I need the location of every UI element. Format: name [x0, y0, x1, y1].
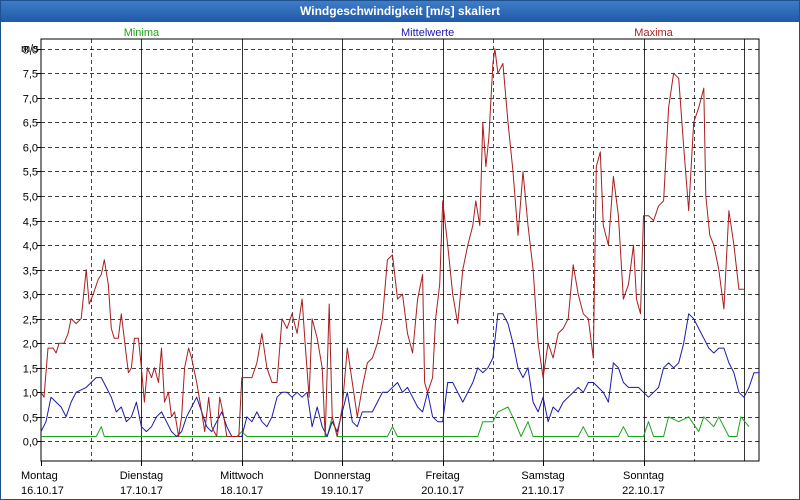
x-tick-day-label: Mittwoch: [220, 470, 263, 482]
y-tick-label: 0,5: [23, 413, 38, 425]
labels: 0,0 0,5 1,0 1,5 2,0 2,5 3,0 3,5 4,0 4,5 5,0 5,5 6,0 6…: [21, 27, 674, 497]
y-tick-label: 4,0: [23, 241, 38, 253]
y-tick-label: 1,0: [23, 388, 38, 400]
y-tick-label: 8,0: [23, 45, 38, 57]
y-tick-label: 3,5: [23, 266, 38, 278]
x-tick-date-label: 19.10.17: [321, 485, 364, 497]
y-tick-label: 5,0: [23, 192, 38, 204]
y-tick-label: 1,5: [23, 364, 38, 376]
y-tick-label: 0,0: [23, 437, 38, 449]
y-tick-label: 2,5: [23, 315, 38, 327]
x-tick-day-label: Samstag: [521, 470, 564, 482]
x-tick-date-label: 18.10.17: [220, 485, 263, 497]
legend-maxima: Maxima: [634, 27, 673, 39]
y-tick-label: 7,0: [23, 94, 38, 106]
x-tick-day-label: Donnerstag: [314, 470, 371, 482]
plot-area: [40, 38, 760, 462]
x-tick-date-label: 22.10.17: [622, 485, 665, 497]
x-tick-date-label: 16.10.17: [21, 485, 64, 497]
series-lines: [40, 48, 759, 437]
x-tick-day-label: Sonntag: [623, 470, 664, 482]
y-tick-label: 7,5: [23, 69, 38, 81]
y-tick-label: 4,5: [23, 217, 38, 229]
x-tick-date-label: 20.10.17: [421, 485, 464, 497]
y-tick-label: 2,0: [23, 339, 38, 351]
series-line-mittelwerte: [40, 313, 759, 437]
y-tick-label: 5,5: [23, 167, 38, 179]
y-axis-label: m/s: [21, 43, 39, 55]
legend-minima: Minima: [124, 27, 160, 39]
x-tick-day-label: Montag: [21, 470, 58, 482]
x-tick-day-label: Dienstag: [120, 470, 163, 482]
grid: [41, 39, 759, 461]
x-tick-date-label: 21.10.17: [522, 485, 565, 497]
x-tick-date-label: 17.10.17: [120, 485, 163, 497]
series-line-maxima: [40, 48, 744, 437]
plot-frame: [40, 38, 760, 462]
axes: [37, 49, 645, 466]
y-tick-label: 3,0: [23, 290, 38, 302]
window-title: Windgeschwindigkeit [m/s] skaliert: [1, 1, 799, 22]
y-tick-label: 6,0: [23, 143, 38, 155]
legend-mittelwerte: Mittelwerte: [401, 27, 454, 39]
y-tick-label: 6,5: [23, 118, 38, 130]
x-tick-day-label: Freitag: [426, 470, 460, 482]
